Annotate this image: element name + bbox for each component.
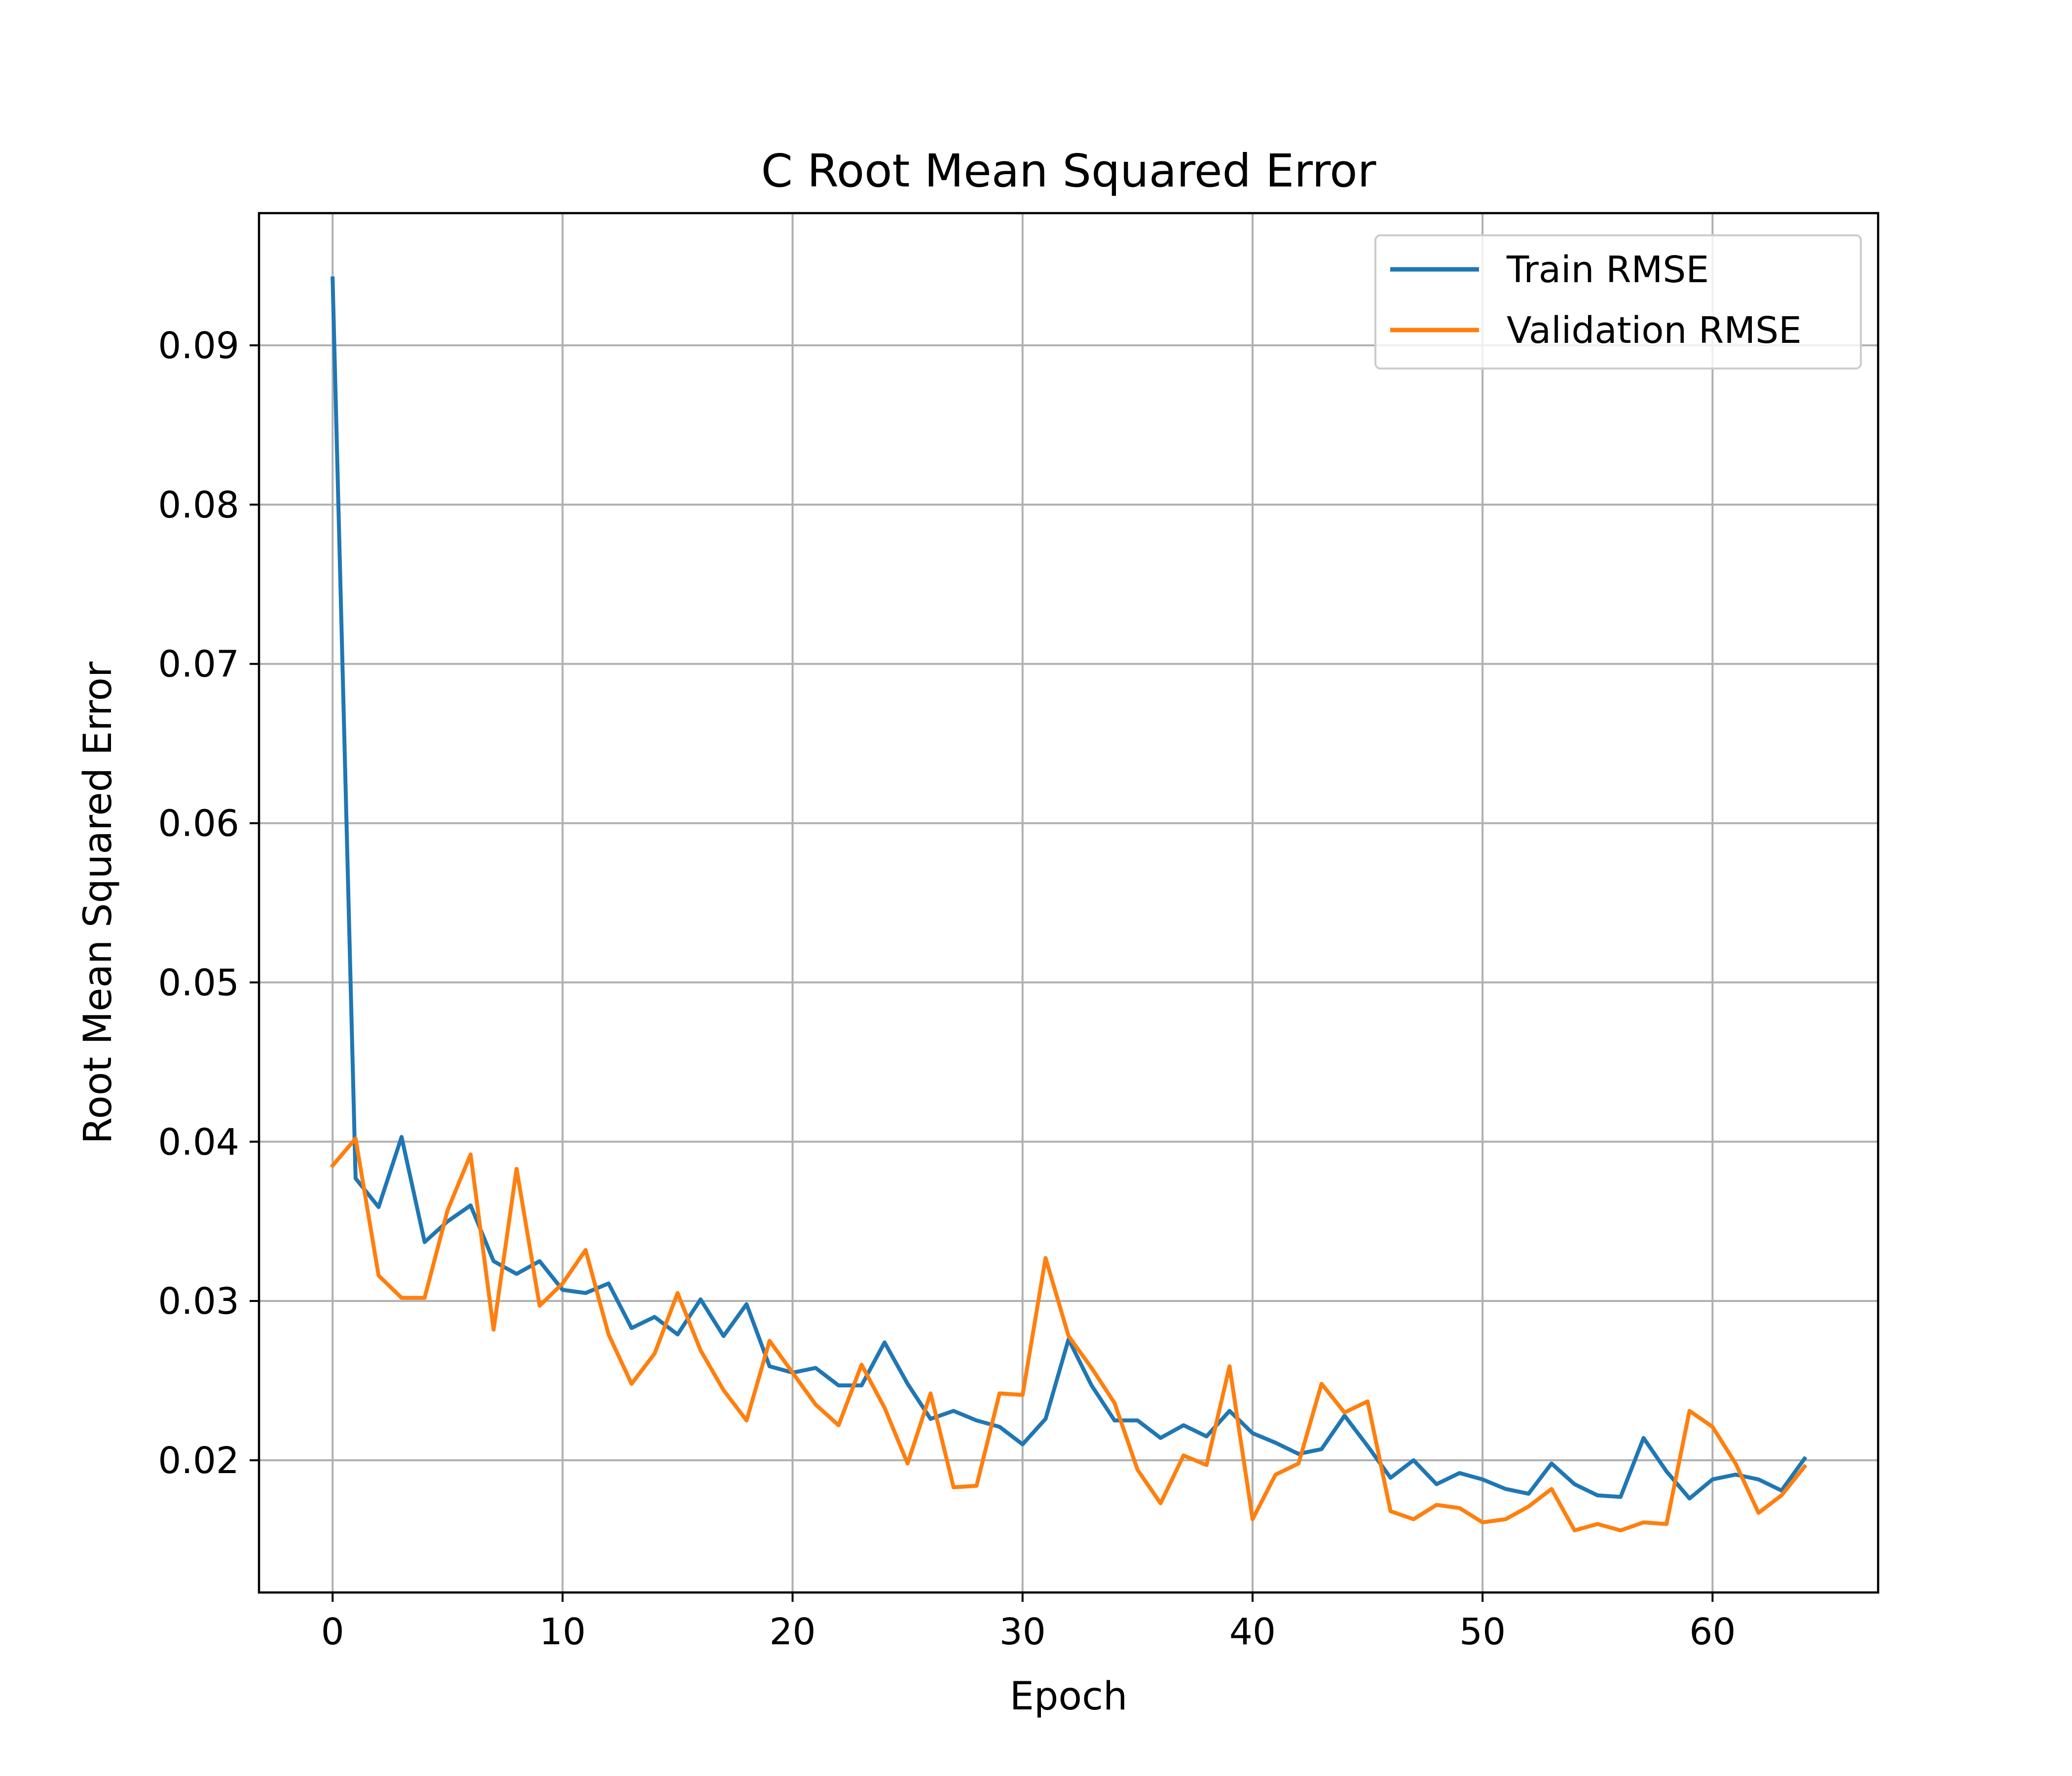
x-tick-label: 0 <box>321 1611 344 1653</box>
y-tick-label: 0.09 <box>158 325 239 367</box>
legend-label-train: Train RMSE <box>1506 249 1709 291</box>
x-tick-label: 10 <box>539 1611 586 1653</box>
chart-title: C Root Mean Squared Error <box>761 145 1376 197</box>
y-tick-label: 0.02 <box>158 1440 239 1482</box>
x-tick-label: 20 <box>769 1611 815 1653</box>
data-series <box>330 276 1808 1533</box>
x-axis-label: Epoch <box>1010 1674 1128 1719</box>
y-tick-label: 0.08 <box>158 484 239 526</box>
y-axis-label: Root Mean Squared Error <box>76 661 120 1144</box>
y-tick-label: 0.05 <box>158 962 239 1004</box>
legend-label-validation: Validation RMSE <box>1507 309 1802 352</box>
y-tick-label: 0.03 <box>158 1280 239 1323</box>
x-tick-label: 60 <box>1689 1611 1736 1653</box>
x-tick-label: 50 <box>1459 1611 1506 1653</box>
axis-ticks: 0 10 20 30 40 50 60 0.02 0.03 0.04 0.05 0.06 0.07 0.0… <box>158 325 1736 1653</box>
legend-frame <box>1374 234 1862 370</box>
legend: Train RMSE Validation RMSE <box>1374 234 1862 370</box>
y-tick-label: 0.07 <box>158 643 239 686</box>
validation-rmse-line <box>330 1136 1808 1533</box>
grid-lines <box>259 213 1878 1592</box>
plot-frame <box>258 212 1880 1594</box>
y-tick-label: 0.06 <box>158 803 239 845</box>
x-tick-label: 40 <box>1229 1611 1276 1653</box>
x-tick-label: 30 <box>999 1611 1046 1653</box>
y-tick-label: 0.04 <box>158 1121 239 1163</box>
